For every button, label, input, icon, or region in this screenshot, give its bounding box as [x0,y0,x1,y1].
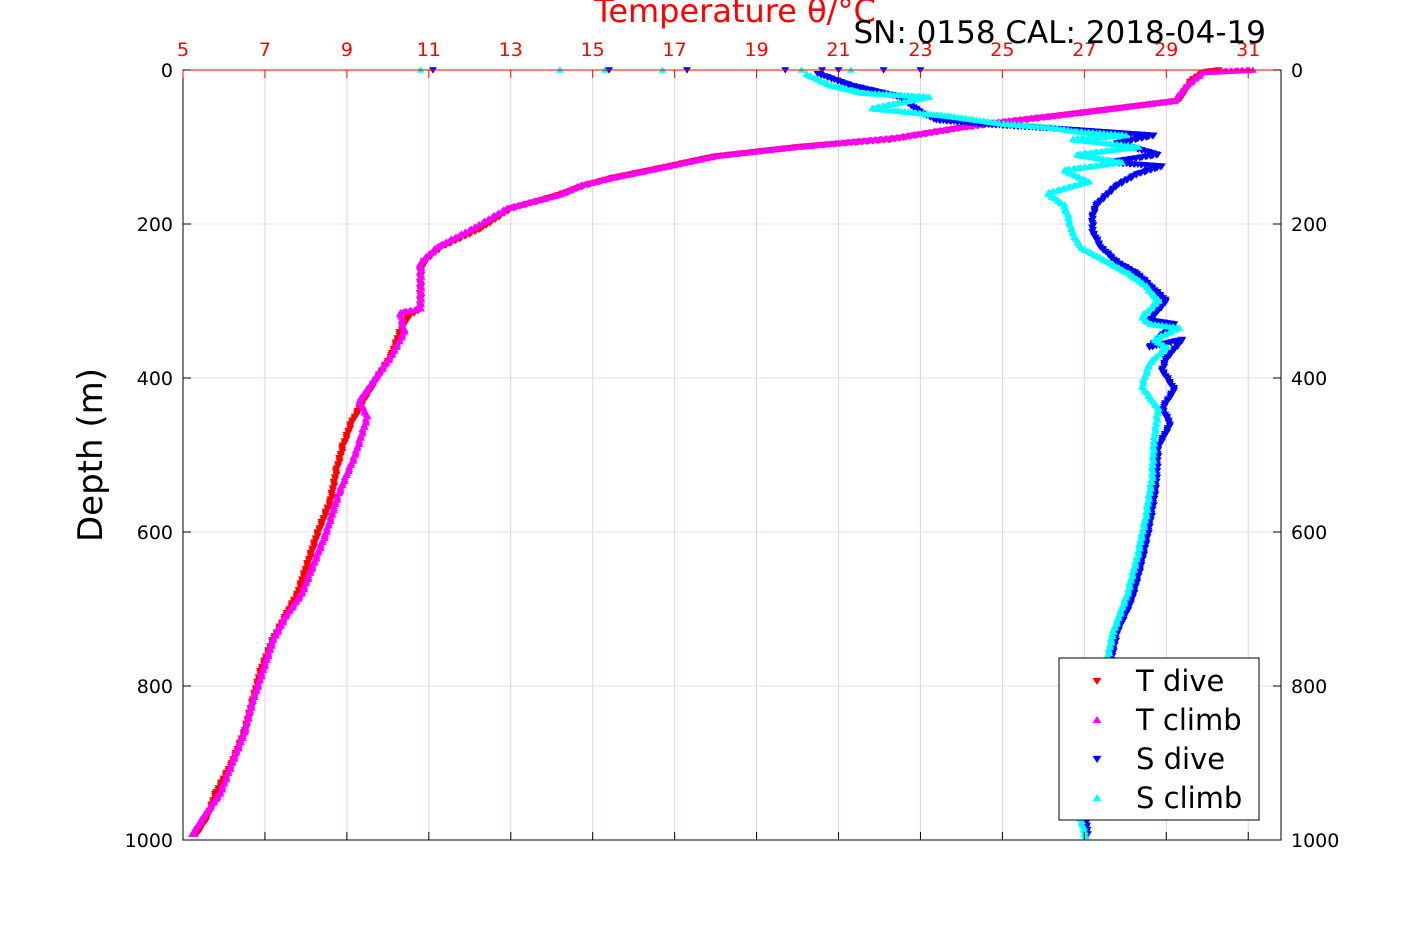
y-tick-label-right: 0 [1291,60,1303,82]
legend-label: S dive [1136,742,1225,776]
plot-series [188,66,1257,840]
legend-label: S climb [1136,781,1242,815]
chart-subtitle: SN: 0158 CAL: 2018-04-19 [854,15,1267,51]
y-tick-label-left: 0 [161,60,173,82]
x-tick-label: 17 [663,39,687,61]
x-tick-label: 19 [744,39,768,61]
legend-label: T climb [1135,703,1242,737]
y-tick-label-left: 600 [137,522,173,544]
y-tick-label-right: 200 [1291,214,1327,236]
y-tick-label-right: 400 [1291,368,1327,390]
x-tick-label: 21 [826,39,850,61]
legend-marker [1092,715,1102,724]
legend: T dive T climb S dive S climb [1058,657,1260,821]
y-axis-label: Depth (m) [71,368,111,542]
legend-label: T dive [1135,664,1224,698]
data-point [188,830,197,838]
data-point [1081,832,1090,840]
chart-title: Temperature θ/°C [593,0,876,30]
y-tick-label-right: 800 [1291,676,1327,698]
legend-marker [1092,677,1102,686]
legend-box [1058,657,1260,821]
x-tick-label: 5 [177,39,189,61]
y-tick-label-left: 400 [137,368,173,390]
series-t-climb [188,66,1257,838]
x-tick-label: 31 [1236,39,1260,61]
x-tick-label: 29 [1154,39,1178,61]
y-tick-label-left: 1000 [125,830,173,852]
legend-marker [1092,793,1102,802]
y-tick-label-left: 200 [137,214,173,236]
x-tick-label: 27 [1072,39,1096,61]
y-tick-label-right: 600 [1291,522,1327,544]
x-tick-label: 9 [341,39,353,61]
x-tick-label: 23 [908,39,932,61]
x-tick-label: 13 [499,39,523,61]
x-tick-label: 11 [417,39,441,61]
x-tick-label: 7 [259,39,271,61]
legend-marker [1092,755,1102,764]
y-axis-ticks: 0 0 200 200 400 400 600 600 800 800 1000 1000 [125,60,1340,852]
y-tick-label-left: 800 [137,676,173,698]
y-tick-label-right: 1000 [1291,830,1339,852]
x-axis-ticks: 5 7 9 11 13 15 17 19 21 23 25 27 29 31 [177,39,1260,840]
x-tick-label: 25 [990,39,1014,61]
x-tick-label: 15 [581,39,605,61]
